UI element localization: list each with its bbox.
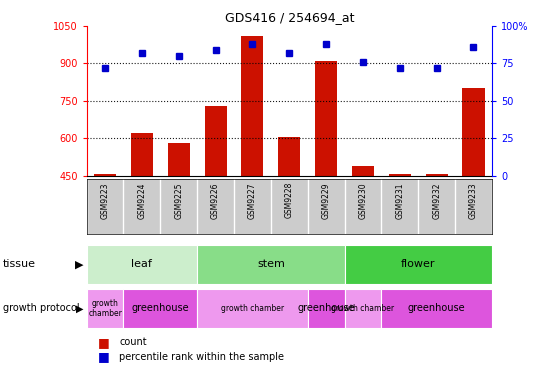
Bar <box>389 175 411 176</box>
Text: growth
chamber: growth chamber <box>88 299 122 318</box>
Bar <box>94 175 116 176</box>
Text: ▶: ▶ <box>75 259 84 269</box>
Text: growth protocol: growth protocol <box>3 303 79 313</box>
Bar <box>307 289 344 328</box>
Text: GSM9228: GSM9228 <box>285 182 294 219</box>
Text: tissue: tissue <box>3 259 36 269</box>
Text: GSM9230: GSM9230 <box>358 182 367 219</box>
Bar <box>278 137 300 176</box>
Bar <box>344 289 381 328</box>
Bar <box>205 106 226 176</box>
Bar <box>315 61 337 176</box>
Text: growth chamber: growth chamber <box>331 304 395 313</box>
Bar <box>425 175 448 176</box>
Text: greenhouse: greenhouse <box>131 303 189 313</box>
Text: GSM9223: GSM9223 <box>101 182 110 219</box>
Text: percentile rank within the sample: percentile rank within the sample <box>119 352 284 362</box>
Bar <box>197 245 344 284</box>
Title: GDS416 / 254694_at: GDS416 / 254694_at <box>225 11 354 25</box>
Bar <box>197 289 307 328</box>
Text: greenhouse: greenhouse <box>408 303 466 313</box>
Bar <box>241 36 263 176</box>
Text: greenhouse: greenhouse <box>297 303 355 313</box>
Bar <box>87 245 197 284</box>
Text: count: count <box>119 337 146 347</box>
Text: ▶: ▶ <box>77 303 84 313</box>
Bar <box>344 245 492 284</box>
Text: GSM9227: GSM9227 <box>248 182 257 219</box>
Text: ■: ■ <box>98 336 110 349</box>
Text: GSM9233: GSM9233 <box>469 182 478 219</box>
Text: ■: ■ <box>98 350 110 363</box>
Bar <box>352 166 374 176</box>
Bar <box>131 133 153 176</box>
Bar <box>168 143 190 176</box>
Text: GSM9226: GSM9226 <box>211 182 220 219</box>
Text: stem: stem <box>257 259 285 269</box>
Text: GSM9225: GSM9225 <box>174 182 183 219</box>
Text: leaf: leaf <box>131 259 153 269</box>
Bar <box>381 289 492 328</box>
Text: GSM9229: GSM9229 <box>321 182 330 219</box>
Bar <box>87 289 124 328</box>
Text: GSM9232: GSM9232 <box>432 182 441 219</box>
Text: GSM9224: GSM9224 <box>138 182 146 219</box>
Text: growth chamber: growth chamber <box>221 304 284 313</box>
Text: GSM9231: GSM9231 <box>395 182 404 219</box>
Bar <box>462 88 485 176</box>
Text: flower: flower <box>401 259 435 269</box>
Bar <box>124 289 197 328</box>
